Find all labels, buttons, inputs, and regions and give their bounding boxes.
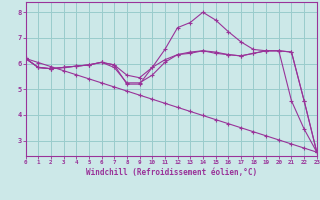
X-axis label: Windchill (Refroidissement éolien,°C): Windchill (Refroidissement éolien,°C) (86, 168, 257, 177)
